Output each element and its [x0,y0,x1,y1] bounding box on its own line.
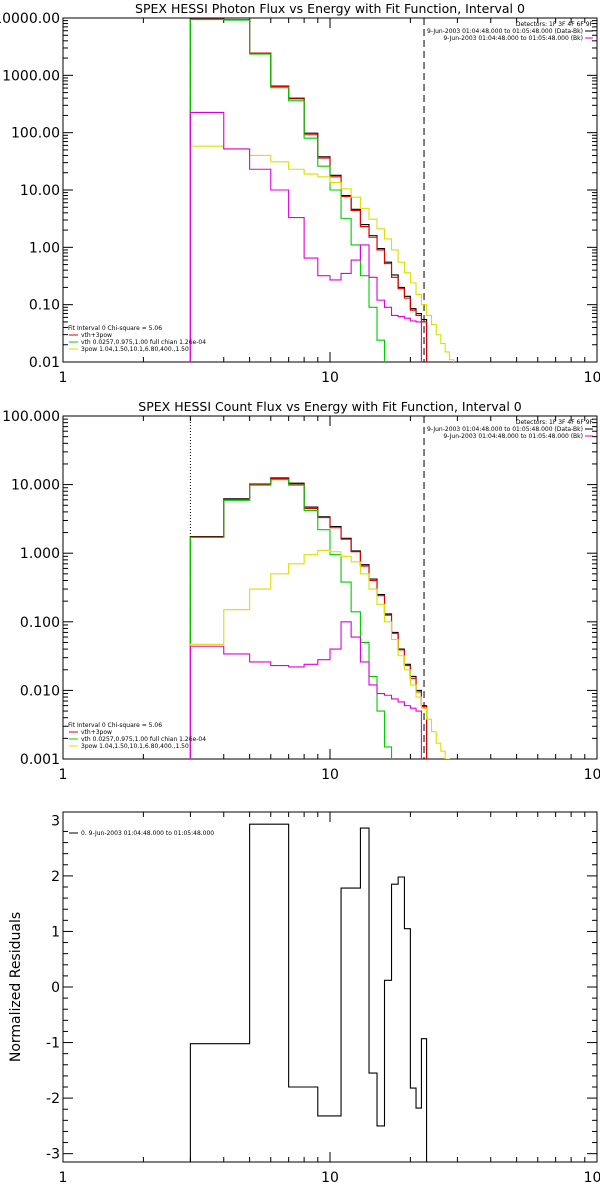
y-axis-label: Normalized Residuals [8,912,24,1062]
series-line-1 [189,823,428,1162]
x-tick-label: 100 [584,1170,600,1186]
chart-panel-1: SPEX HESSI Photon Flux vs Energy with Fi… [0,1,600,386]
y-tick-label: 10000.00 [0,11,60,27]
legend-text: vth 0.0257,0.975,1.00 full chian 1.26e-0… [81,736,206,743]
y-tick-label: 0.01 [29,355,60,371]
y-tick-label: 0.001 [20,752,60,768]
chart-title: SPEX HESSI Photon Flux vs Energy with Fi… [135,1,525,16]
plot-frame [62,415,598,760]
info-text-line: Detectors: 1F 3F 4F 6F 9F [516,419,594,426]
x-tick-label: 10 [321,370,339,386]
y-tick-label: 0.10 [29,298,60,314]
y-tick-label: 1000.00 [2,68,60,84]
y-tick-label: 0 [51,980,60,996]
info-text-line: 9-Jun-2003 01:04:48.000 to 01:05:48.000 … [427,426,583,433]
y-tick-label: 3 [51,813,60,829]
y-tick-label: 100.000 [2,409,60,425]
info-text-line: 9-Jun-2003 01:04:48.000 to 01:05:48.000 … [443,35,583,42]
y-tick-label: 100.00 [11,126,60,142]
data-area [189,18,455,362]
legend-text: 3pow 1.04,1.50,10.1,6.80,400.,1.50 [81,743,189,750]
legend-text: vth+3pow [81,332,112,339]
series-line-3 [189,18,386,362]
series-line-4 [189,549,450,759]
legend-text: 3pow 1.04,1.50,10.1,6.80,400.,1.50 [81,346,189,353]
chart-title: SPEX HESSI Count Flux vs Energy with Fit… [138,399,521,414]
y-tick-label: 2 [51,869,60,885]
series-line-3 [189,479,393,759]
y-tick-label: 1 [51,924,60,940]
y-tick-label: -3 [46,1147,60,1163]
y-tick-label: -2 [46,1091,60,1107]
y-tick-label: 10.000 [11,478,60,494]
legend-text: vth+3pow [81,729,112,736]
plot-frame [62,811,598,1163]
series-line-5 [189,111,422,362]
x-tick-label: 100 [584,370,600,386]
legend-text: 0. 9-Jun-2003 01:04:48.000 to 01:05:48.0… [81,830,214,837]
series-line-4 [189,145,455,362]
legend-text: Fit Interval 0 Chi-square = 5.06 [68,325,162,332]
legend-text: vth 0.0257,0.975,1.00 full chian 1.26e-0… [81,339,206,346]
info-text-line: 9-Jun-2003 01:04:48.000 to 01:05:48.000 … [443,433,583,440]
y-tick-label: 1.00 [29,240,60,256]
x-tick-label: 1 [59,767,68,783]
info-text-line: 9-Jun-2003 01:04:48.000 to 01:05:48.000 … [427,28,583,35]
x-tick-label: 100 [584,767,600,783]
x-tick-label: 10 [321,1170,339,1186]
legend-text: Fit Interval 0 Chi-square = 5.06 [68,722,162,729]
series-line-5 [189,621,422,759]
x-tick-label: 10 [321,767,339,783]
y-tick-label: 0.010 [20,683,60,699]
data-area [189,823,428,1162]
y-tick-label: 1.000 [20,546,60,562]
info-text-line: Detectors: 1F 3F 4F 6F 9F [516,21,594,28]
y-tick-label: 0.100 [20,615,60,631]
chart-panel-2: SPEX HESSI Count Flux vs Energy with Fit… [2,399,600,783]
chart-panel-3: Normalized Residuals 1 10 100 -3 -2 -1 0 1 2 3 0. 9… [8,811,600,1186]
x-tick-label: 1 [59,370,68,386]
y-tick-label: -1 [46,1036,60,1052]
y-tick-label: 10.00 [20,183,60,199]
data-area [189,416,450,759]
x-tick-label: 1 [59,1170,68,1186]
